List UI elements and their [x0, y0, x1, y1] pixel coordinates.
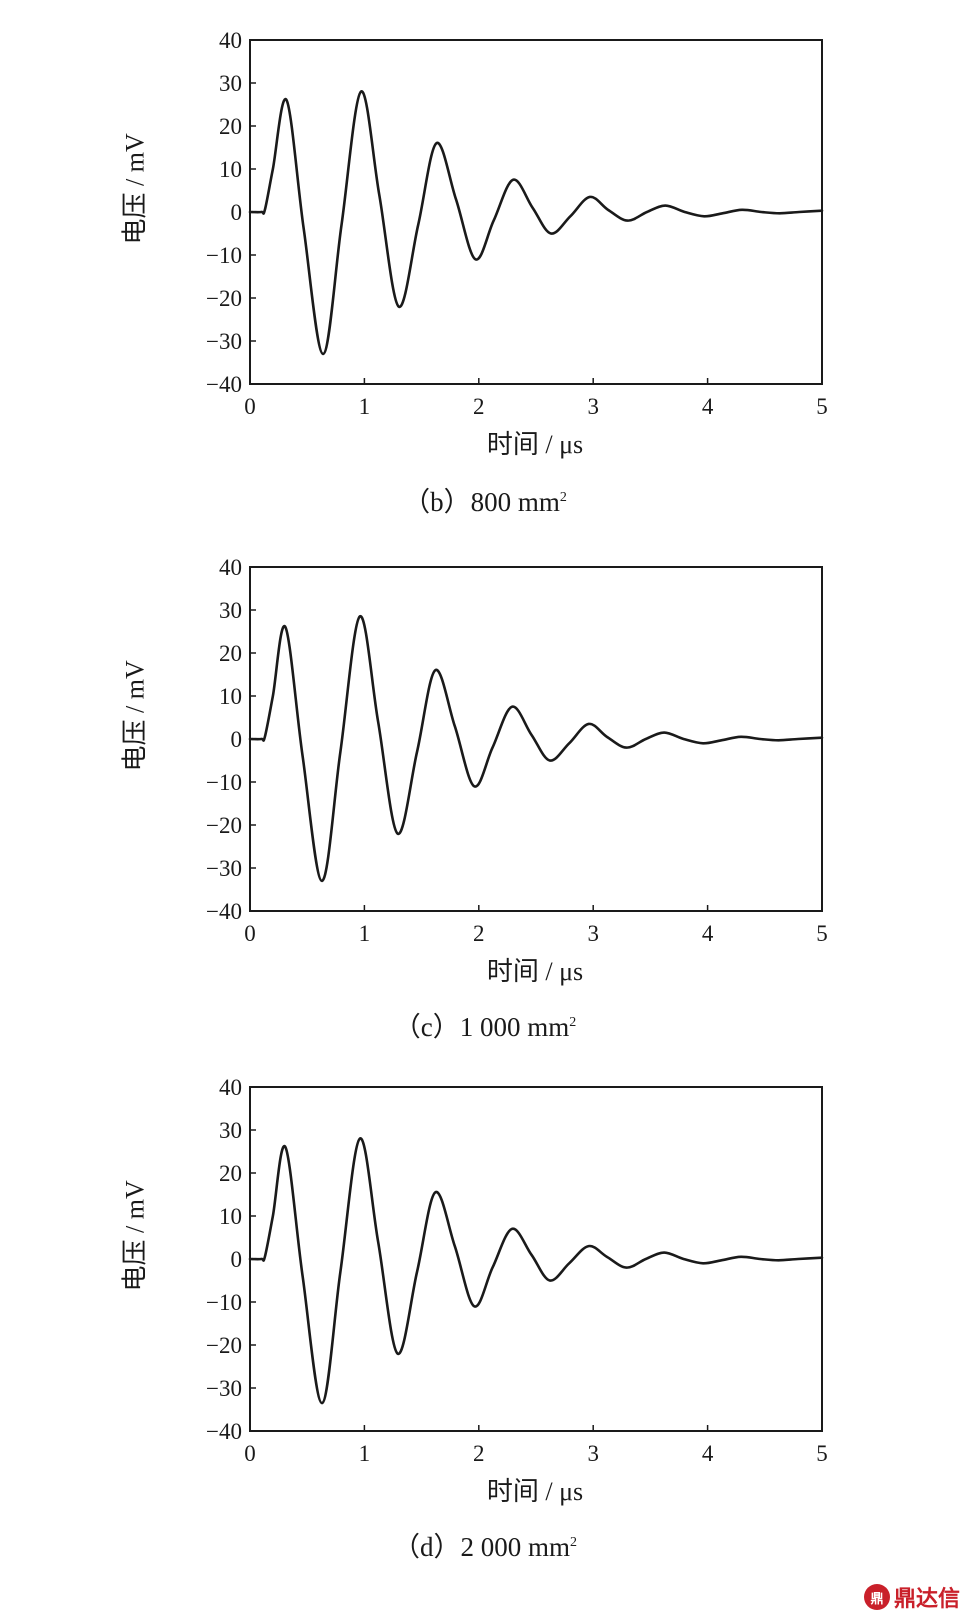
y-tick-label: 30 — [219, 598, 242, 623]
y-axis-label: 电压 / mV — [120, 133, 150, 245]
caption-text: （b）800 mm — [403, 487, 560, 517]
x-tick-label: 2 — [473, 921, 485, 946]
y-tick-label: −30 — [206, 1376, 242, 1401]
plot-frame — [249, 1086, 823, 1432]
y-tick-label: −30 — [206, 856, 242, 881]
x-tick-label: 4 — [702, 394, 714, 419]
y-tick-label: 30 — [219, 1118, 242, 1143]
series-line — [248, 615, 824, 883]
plot-frame — [249, 566, 823, 912]
x-tick-label: 3 — [587, 921, 599, 946]
series-line — [248, 90, 824, 356]
y-tick-label: 0 — [231, 1247, 243, 1272]
x-axis-label: 时间 / μs — [486, 430, 584, 459]
y-tick-label: 10 — [219, 1204, 242, 1229]
y-tick-label: −30 — [206, 329, 242, 354]
x-tick-label: 0 — [244, 921, 256, 946]
x-tick-label: 5 — [816, 1441, 828, 1466]
x-axis-label: 时间 / μs — [486, 957, 584, 986]
chart-panel-c: 40 30 20 10 0 −10 −20 −30 −40 0 1 2 3 4 5 电压 / mV 时间 /… — [0, 527, 978, 1057]
y-tick-label: −20 — [206, 286, 242, 311]
x-tick-label: 0 — [244, 394, 256, 419]
chart-caption: （d）2 000 mm2 — [285, 1525, 685, 1564]
y-tick-label: 20 — [219, 641, 242, 666]
x-tick-label: 1 — [359, 394, 371, 419]
y-tick-label: 40 — [219, 555, 242, 580]
y-tick-label: −20 — [206, 1333, 242, 1358]
y-tick-label: −40 — [206, 1419, 242, 1444]
x-tick-label: 0 — [244, 1441, 256, 1466]
y-tick-label: 30 — [219, 71, 242, 96]
x-tick-label: 2 — [473, 394, 485, 419]
y-tick-label: 10 — [219, 684, 242, 709]
x-tick-label: 4 — [702, 1441, 714, 1466]
y-tick-label: 0 — [231, 200, 243, 225]
chart-caption: （b）800 mm2 — [285, 480, 685, 519]
x-tick-label: 1 — [359, 921, 371, 946]
caption-text: （c）1 000 mm — [393, 1012, 570, 1042]
y-tick-label: 20 — [219, 1161, 242, 1186]
watermark-text: 鼎达信 — [893, 1587, 960, 1612]
x-tick-label: 2 — [473, 1441, 485, 1466]
caption-superscript: 2 — [559, 490, 567, 505]
y-tick-label: 10 — [219, 157, 242, 182]
chart-caption: （c）1 000 mm2 — [285, 1005, 685, 1044]
y-tick-label: −10 — [206, 770, 242, 795]
series-line — [248, 1137, 824, 1405]
x-tick-label: 4 — [702, 921, 714, 946]
x-axis-label: 时间 / μs — [486, 1477, 584, 1506]
y-tick-label: −20 — [206, 813, 242, 838]
y-tick-label: 40 — [219, 1075, 242, 1100]
y-axis-label: 电压 / mV — [120, 660, 150, 772]
x-tick-label: 3 — [587, 394, 599, 419]
chart-panel-d: 40 30 20 10 0 −10 −20 −30 −40 0 1 2 3 4 5 电压 / mV 时间 /… — [0, 1047, 978, 1577]
y-tick-label: 40 — [219, 28, 242, 53]
caption-superscript: 2 — [569, 1015, 577, 1030]
y-axis-label: 电压 / mV — [120, 1180, 150, 1292]
watermark-logo-icon: 鼎 — [863, 1584, 890, 1610]
x-tick-label: 1 — [359, 1441, 371, 1466]
x-tick-label: 5 — [816, 921, 828, 946]
y-tick-label: −10 — [206, 1290, 242, 1315]
caption-text: （d）2 000 mm — [392, 1532, 570, 1562]
y-tick-label: 20 — [219, 114, 242, 139]
chart-panel-b: 40 30 20 10 0 −10 −20 −30 −40 0 1 2 3 4 5 电压 / mV 时间 /… — [0, 0, 978, 530]
y-tick-label: −40 — [206, 899, 242, 924]
x-tick-label: 3 — [587, 1441, 599, 1466]
y-tick-label: −40 — [206, 372, 242, 397]
x-tick-label: 5 — [816, 394, 828, 419]
y-tick-label: 0 — [231, 727, 243, 752]
y-tick-label: −10 — [206, 243, 242, 268]
watermark: 鼎 鼎达信 — [863, 1581, 960, 1613]
caption-superscript: 2 — [570, 1535, 577, 1550]
